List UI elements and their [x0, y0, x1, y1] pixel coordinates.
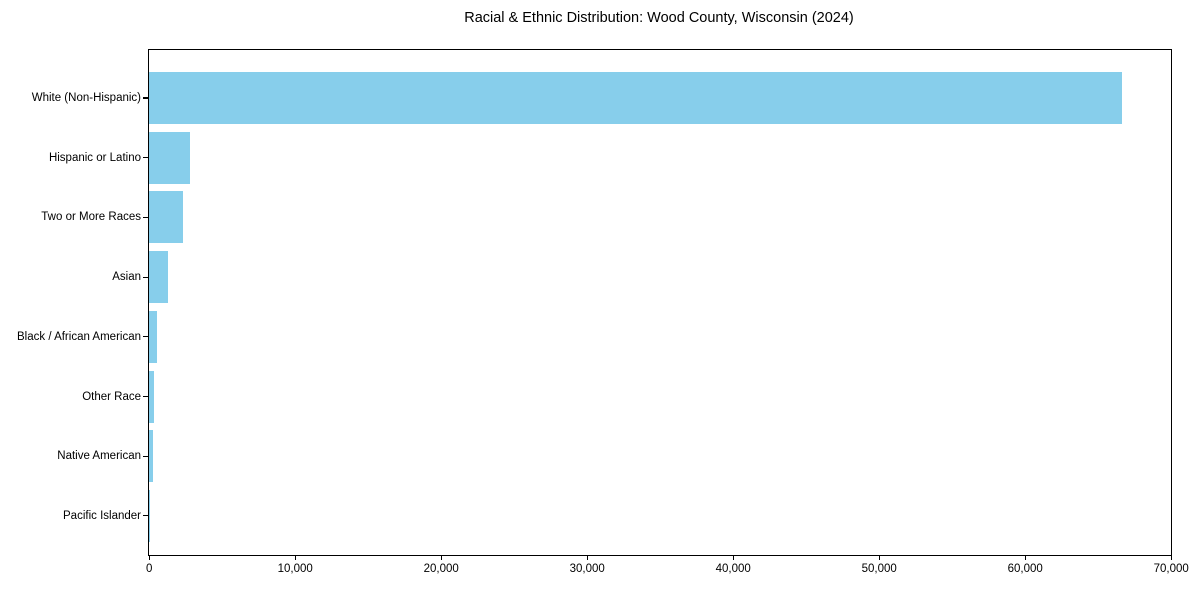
x-tick-label: 0 — [145, 563, 153, 575]
x-tick-label: 40,000 — [715, 563, 751, 575]
y-axis-label: Other Race — [82, 390, 141, 403]
x-tick-mark — [1170, 555, 1172, 561]
x-tick-label: 10,000 — [277, 563, 313, 575]
chart-title: Racial & Ethnic Distribution: Wood Count… — [464, 10, 854, 26]
y-tick-mark — [143, 157, 148, 159]
y-tick-mark — [143, 336, 148, 338]
x-tick-mark — [1024, 555, 1026, 561]
bar — [149, 72, 1123, 124]
x-tick-mark — [878, 555, 880, 561]
y-axis-label: Native American — [57, 450, 141, 463]
x-tick-mark — [732, 555, 734, 561]
y-axis-label: Asian — [112, 271, 141, 284]
y-axis-label: Two or More Races — [41, 211, 141, 224]
bar — [149, 310, 157, 363]
bar — [149, 191, 183, 244]
y-tick-mark — [143, 97, 148, 99]
y-tick-mark — [143, 276, 148, 278]
x-tick-label: 50,000 — [861, 563, 897, 575]
x-tick-label: 30,000 — [569, 563, 605, 575]
x-tick-mark — [586, 555, 588, 561]
y-tick-mark — [143, 395, 148, 398]
x-tick-label: 70,000 — [1153, 563, 1189, 575]
y-tick-mark — [143, 455, 148, 457]
bar — [149, 251, 169, 304]
y-axis-label: White (Non-Hispanic) — [31, 92, 141, 104]
bar — [149, 131, 191, 184]
y-axis-label: Black / African American — [17, 330, 141, 343]
plot-area — [148, 49, 1172, 556]
x-tick-mark — [148, 555, 150, 561]
x-tick-mark — [294, 555, 296, 561]
y-axis-label: Pacific Islander — [63, 509, 141, 522]
y-axis-label: Hispanic or Latino — [48, 151, 141, 164]
bar — [149, 430, 154, 483]
bar — [149, 370, 155, 423]
x-tick-mark — [440, 555, 442, 561]
x-tick-label: 20,000 — [423, 563, 459, 575]
x-tick-label: 60,000 — [1007, 563, 1043, 575]
y-tick-mark — [143, 515, 148, 517]
y-tick-mark — [143, 216, 148, 218]
